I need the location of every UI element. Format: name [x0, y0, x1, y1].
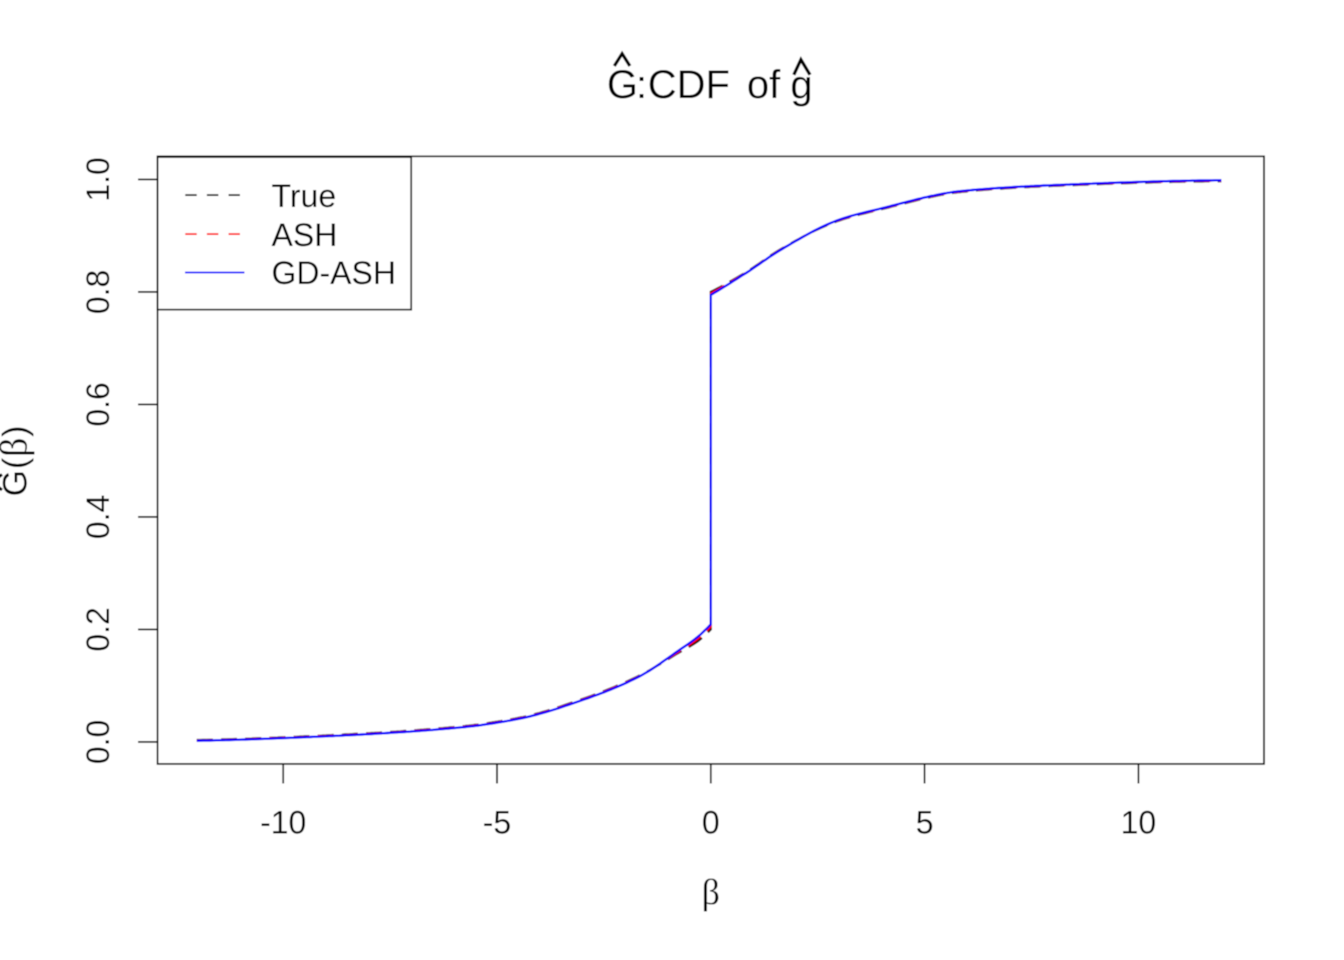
svg-text:CDF: CDF	[648, 63, 730, 107]
svg-text:0.6: 0.6	[80, 382, 116, 426]
svg-text::: :	[636, 63, 647, 107]
svg-text:-10: -10	[260, 805, 306, 841]
svg-text:10: 10	[1121, 805, 1157, 841]
svg-text:GD-ASH: GD-ASH	[272, 255, 396, 291]
svg-text:0.2: 0.2	[80, 607, 116, 651]
svg-text:G(β): G(β)	[0, 425, 36, 497]
svg-text:0: 0	[702, 805, 720, 841]
svg-text:5: 5	[916, 805, 934, 841]
svg-text:True: True	[272, 178, 337, 214]
svg-text:-5: -5	[483, 805, 511, 841]
svg-text:β: β	[702, 872, 720, 912]
svg-text:0.0: 0.0	[80, 720, 116, 764]
svg-text:G: G	[607, 63, 638, 107]
svg-text:g: g	[790, 63, 812, 107]
svg-text:1.0: 1.0	[80, 157, 116, 201]
svg-text:0.8: 0.8	[80, 270, 116, 314]
svg-text:ASH: ASH	[272, 217, 338, 253]
svg-text:0.4: 0.4	[80, 495, 116, 539]
svg-text:of: of	[747, 63, 781, 107]
